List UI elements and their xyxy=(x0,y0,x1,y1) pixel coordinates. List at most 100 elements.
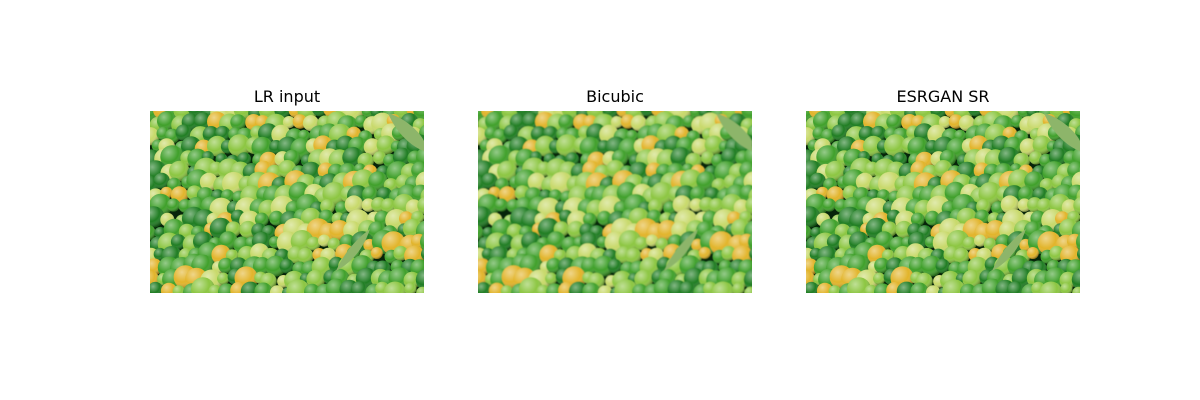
esrgan-sr-image xyxy=(806,111,1080,293)
panel-esrgan-sr: ESRGAN SR xyxy=(806,84,1080,293)
bicubic-image xyxy=(478,111,752,293)
fruit-highlight xyxy=(497,160,518,182)
fruit-highlight xyxy=(1018,186,1035,203)
fruit-highlight xyxy=(968,111,984,117)
fruit-highlight xyxy=(1076,233,1080,251)
panel-bicubic: Bicubic xyxy=(478,84,752,293)
fruit-highlight xyxy=(312,111,328,117)
leaf xyxy=(992,229,1026,271)
fruit-highlight xyxy=(593,255,615,277)
fruit-highlight xyxy=(1026,247,1039,259)
fruit-highlight xyxy=(825,160,846,182)
fruit-highlight xyxy=(1077,248,1080,260)
fruit-highlight xyxy=(974,234,987,247)
fruit-highlight xyxy=(749,248,752,260)
fruit-highlight xyxy=(582,282,601,293)
fruit-highlight xyxy=(672,195,692,214)
fruit-highlight xyxy=(745,196,752,215)
fruit-highlight xyxy=(478,281,492,293)
fruit-highlight xyxy=(960,283,977,293)
panel-title: Bicubic xyxy=(586,87,644,106)
fruit-highlight xyxy=(942,279,966,293)
fruit-highlight xyxy=(701,151,715,165)
fruit-highlight xyxy=(748,233,752,251)
fruit-highlight xyxy=(849,112,869,131)
fruit-highlight xyxy=(478,206,493,228)
fruit-highlight xyxy=(150,225,156,241)
fruit-highlight xyxy=(150,206,165,228)
leaf xyxy=(388,113,424,151)
panel-title: ESRGAN SR xyxy=(896,87,990,106)
fruit-highlight xyxy=(921,255,943,277)
fruit-highlight xyxy=(306,236,321,251)
fruit-highlight xyxy=(863,135,884,157)
fruit-highlight xyxy=(170,234,187,250)
fruit-highlight xyxy=(1006,281,1025,293)
fruit-highlight xyxy=(910,212,925,227)
fruit-highlight xyxy=(546,257,562,274)
fruit-highlight xyxy=(494,198,508,212)
fruit-highlight xyxy=(304,283,321,293)
fruit-highlight xyxy=(704,135,724,155)
fruit-highlight xyxy=(828,285,841,293)
panel-title: LR input xyxy=(253,87,321,106)
leaf xyxy=(664,229,698,271)
fruit-highlight xyxy=(678,281,697,293)
fruit-highlight xyxy=(610,116,624,129)
fruit-highlight xyxy=(175,124,192,141)
fruit-highlight xyxy=(806,225,812,241)
fruit-highlight xyxy=(607,258,622,274)
fruit-highlight xyxy=(614,279,638,293)
fruit-pile xyxy=(806,111,1080,293)
fruit-highlight xyxy=(1032,135,1052,155)
lr-input-image xyxy=(150,111,424,293)
fruit-highlight xyxy=(545,272,558,285)
fruit-highlight xyxy=(481,172,498,189)
fruit-highlight xyxy=(884,134,907,158)
fruit-highlight xyxy=(696,171,716,191)
leaf xyxy=(1044,113,1080,151)
fruit-highlight xyxy=(874,257,890,274)
fruit-highlight xyxy=(404,282,417,293)
fruit-highlight xyxy=(1072,286,1080,293)
fruit-highlight xyxy=(521,112,541,131)
fruit-highlight xyxy=(556,134,579,158)
fruit-highlight xyxy=(373,151,387,165)
fruit-highlight xyxy=(254,212,269,227)
fruit-highlight xyxy=(822,198,836,212)
fruit-highlight xyxy=(286,279,310,293)
fruit-highlight xyxy=(153,172,170,189)
fruit-highlight xyxy=(962,236,977,251)
leaf xyxy=(336,229,370,271)
fruit-highlight xyxy=(690,186,707,203)
fruit-highlight xyxy=(282,116,296,129)
fruit-highlight xyxy=(806,281,820,293)
fruit-highlight xyxy=(826,234,843,250)
fruit-highlight xyxy=(218,257,234,274)
fruit-highlight xyxy=(297,247,314,265)
fruit-highlight xyxy=(1029,151,1043,165)
fruit-highlight xyxy=(279,258,294,274)
fruit-highlight xyxy=(1024,171,1044,191)
fruit-highlight xyxy=(318,234,331,247)
fruit-highlight xyxy=(711,281,735,293)
fruit-highlight xyxy=(925,285,941,293)
fruit-highlight xyxy=(935,258,950,274)
leaf xyxy=(716,113,752,151)
fruit-highlight xyxy=(582,212,597,227)
fruit-highlight xyxy=(953,247,970,265)
fruit-highlight xyxy=(938,116,952,129)
fruit-highlight xyxy=(744,286,752,293)
fruit-highlight xyxy=(362,186,379,203)
fruit-pile xyxy=(150,111,424,293)
fruit-highlight xyxy=(370,247,383,259)
fruit-highlight xyxy=(193,112,213,131)
fruit-highlight xyxy=(169,160,190,182)
fruit-highlight xyxy=(191,277,215,293)
fruit-highlight xyxy=(150,281,164,293)
fruit-highlight xyxy=(519,277,543,293)
fruit-highlight xyxy=(847,277,871,293)
fruit-highlight xyxy=(806,206,821,228)
fruit-highlight xyxy=(420,233,424,251)
